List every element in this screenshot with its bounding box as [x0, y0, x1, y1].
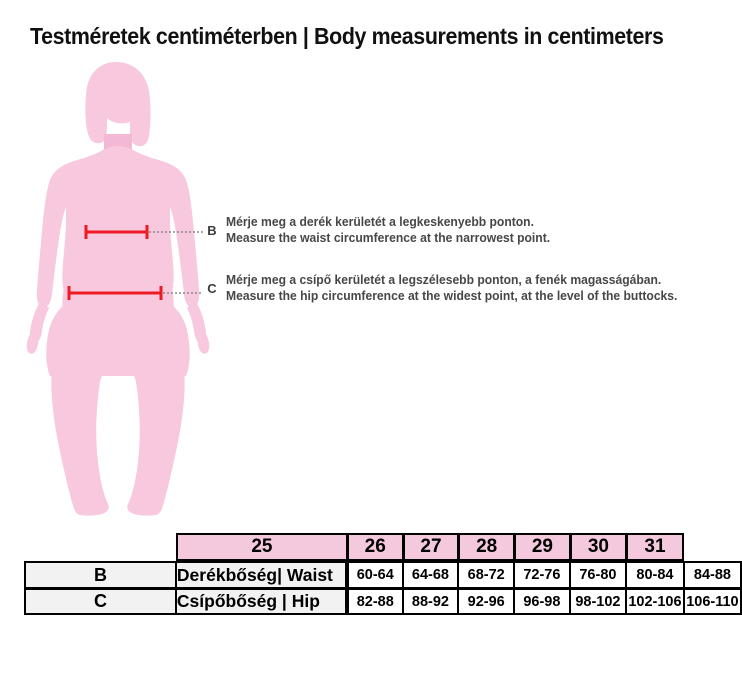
table-row: C Csípőbőség | Hip 82-88 88-92 92-96 96-…	[24, 588, 742, 615]
table-row-code-b: B	[24, 561, 176, 588]
table-header-size-26: 26	[346, 533, 403, 561]
table-cell-hip-25: 82-88	[346, 588, 403, 615]
table-cell-hip-26: 88-92	[402, 588, 459, 615]
table-cell-waist-29: 76-80	[569, 561, 627, 588]
annotation-waist-en: Measure the waist circumference at the n…	[226, 231, 551, 245]
table-corner-blank	[24, 533, 176, 561]
size-chart-table: 25 26 27 28 29 30 31 B Derékbőség| Waist…	[24, 533, 742, 615]
table-row-label-waist: Derékbőség| Waist	[175, 561, 347, 588]
table-cell-waist-28: 72-76	[514, 561, 570, 588]
table-header-size-25: 25	[175, 533, 347, 561]
annotation-hip-text: Mérje meg a csípő kerületét a legszélese…	[226, 272, 677, 304]
table-cell-waist-26: 64-68	[402, 561, 459, 588]
annotation-waist-code: B	[207, 222, 217, 238]
table-cell-hip-29: 98-102	[569, 588, 627, 615]
table-header-size-30: 30	[569, 533, 627, 561]
annotation-waist: B Mérje meg a derék kerületét a legkeske…	[205, 214, 560, 246]
annotation-waist-hu: Mérje meg a derék kerületét a legkeskeny…	[226, 215, 534, 229]
table-row-label-hip: Csípőbőség | Hip	[175, 588, 347, 615]
table-row-code-c: C	[24, 588, 176, 615]
body-silhouette-svg	[26, 62, 210, 516]
table-header-row: 25 26 27 28 29 30 31	[24, 533, 742, 561]
female-silhouette-icon	[26, 62, 210, 516]
annotation-hip-code: C	[207, 280, 217, 296]
table-row: B Derékbőség| Waist 60-64 64-68 68-72 72…	[24, 561, 742, 588]
table-cell-hip-28: 96-98	[514, 588, 570, 615]
table-header-size-29: 29	[514, 533, 570, 561]
hip-measure-line	[67, 286, 203, 300]
table-header-size-27: 27	[402, 533, 459, 561]
annotation-hip: C Mérje meg a csípő kerületét a legszéle…	[205, 272, 691, 304]
table-header-size-31: 31	[626, 533, 684, 561]
table-cell-waist-27: 68-72	[458, 561, 515, 588]
table-cell-hip-27: 92-96	[458, 588, 515, 615]
table-cell-waist-31: 84-88	[683, 561, 742, 588]
table-cell-waist-25: 60-64	[346, 561, 403, 588]
page-title: Testméretek centiméterben | Body measure…	[30, 23, 664, 49]
annotation-hip-en: Measure the hip circumference at the wid…	[226, 289, 678, 303]
table-cell-waist-30: 80-84	[626, 561, 684, 588]
waist-measure-line	[84, 225, 203, 239]
table-cell-hip-31: 106-110	[683, 588, 742, 615]
table-header-size-28: 28	[458, 533, 515, 561]
table-cell-hip-30: 102-106	[626, 588, 684, 615]
body-diagram	[0, 60, 240, 530]
annotation-waist-text: Mérje meg a derék kerületét a legkeskeny…	[226, 214, 550, 246]
annotation-hip-hu: Mérje meg a csípő kerületét a legszélese…	[226, 273, 662, 287]
